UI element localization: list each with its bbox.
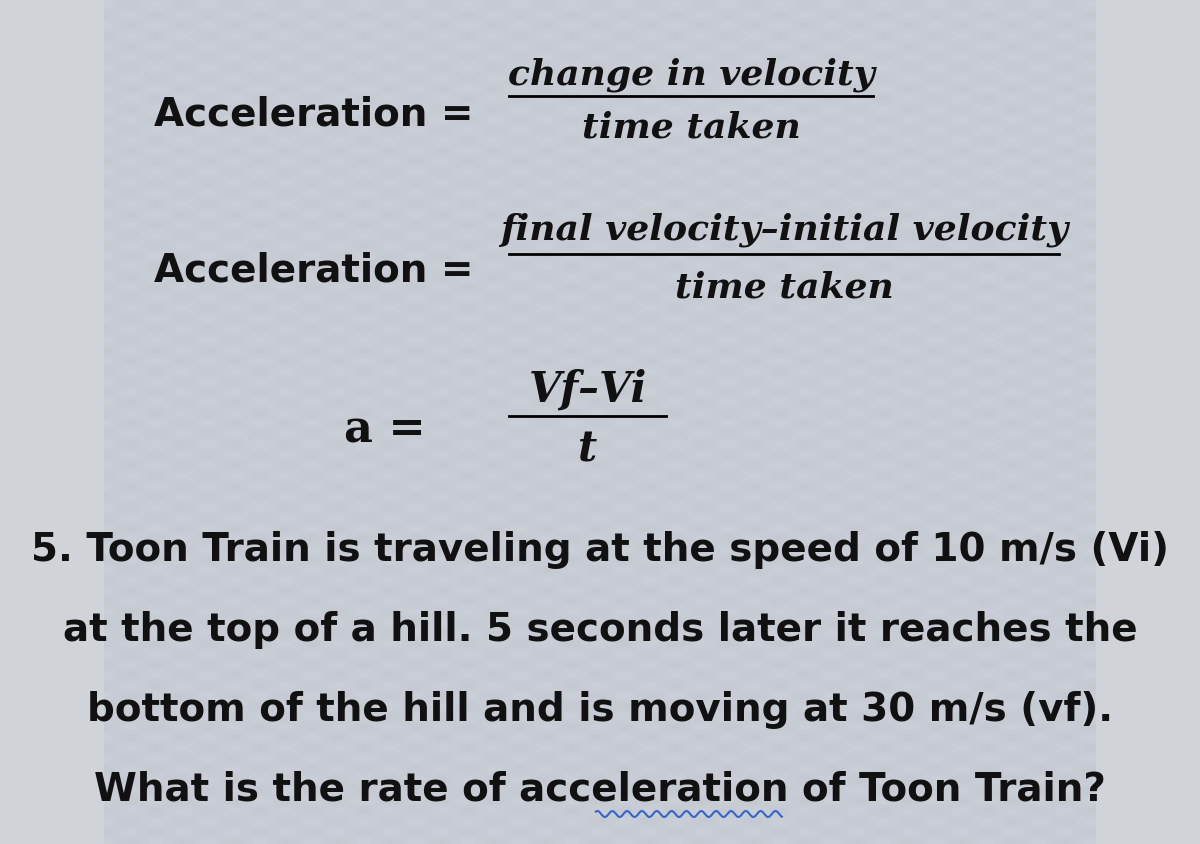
Text: bottom of the hill and is moving at 30 m/s (vf).: bottom of the hill and is moving at 30 m… (86, 690, 1114, 728)
Text: What is the rate of acceleration of Toon Train?: What is the rate of acceleration of Toon… (94, 770, 1106, 808)
Text: Acceleration =: Acceleration = (154, 96, 473, 134)
Text: Vf–Vi: Vf–Vi (528, 369, 647, 410)
Text: Acceleration =: Acceleration = (154, 251, 473, 289)
Text: time taken: time taken (674, 270, 893, 304)
Text: a =: a = (343, 408, 426, 451)
Text: change in velocity: change in velocity (508, 57, 875, 92)
Text: at the top of a hill. 5 seconds later it reaches the: at the top of a hill. 5 seconds later it… (62, 610, 1138, 648)
Text: t: t (578, 429, 598, 470)
Text: time taken: time taken (582, 110, 800, 143)
Text: final velocity–initial velocity: final velocity–initial velocity (500, 213, 1068, 247)
Text: 5. Toon Train is traveling at the speed of 10 m/s (Vi): 5. Toon Train is traveling at the speed … (31, 530, 1169, 568)
